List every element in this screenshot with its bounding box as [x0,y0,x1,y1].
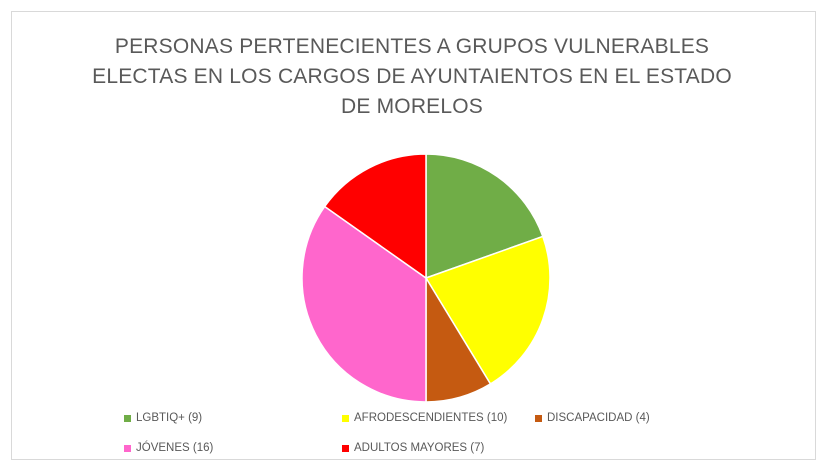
pie-chart [301,153,551,403]
legend-swatch-lgbtiq [124,414,131,422]
chart-frame: PERSONAS PERTENECIENTES A GRUPOS VULNERA… [11,11,816,460]
chart-title-line-1: PERSONAS PERTENECIENTES A GRUPOS VULNERA… [114,35,710,58]
legend-item-lgbtiq: LGBTIQ+ (9) [124,412,202,424]
legend-item-jovenes: JÓVENES (16) [124,442,213,454]
legend-label-discapacidad: DISCAPACIDAD (4) [547,412,650,424]
chart-title-line-2: ELECTAS EN LOS CARGOS DE AYUNTAIENTOS EN… [92,65,732,88]
legend-item-adultos-mayores: ADULTOS MAYORES (7) [342,442,484,454]
legend-label-adultos-mayores: ADULTOS MAYORES (7) [354,442,485,454]
pie-slice-1 [424,235,551,385]
chart-title: PERSONAS PERTENECIENTES A GRUPOS VULNERA… [92,32,732,122]
legend-swatch-jovenes [124,444,131,452]
legend-swatch-adultos-mayores [342,444,349,452]
pie-slice-4 [323,153,427,280]
pie-slice-3 [301,205,427,403]
legend-label-jovenes: JÓVENES (16) [136,442,214,454]
legend-label-lgbtiq: LGBTIQ+ (9) [136,412,203,424]
legend-swatch-afrodescendientes [342,414,349,422]
legend-label-afrodescendientes: AFRODESCENDIENTES (10) [354,412,508,424]
legend-swatch-discapacidad [535,414,542,422]
chart-title-line-3: DE MORELOS [340,95,484,118]
legend-item-discapacidad: DISCAPACIDAD (4) [535,412,650,424]
pie-slice-0 [425,153,544,280]
legend-item-afrodescendientes: AFRODESCENDIENTES (10) [342,412,507,424]
